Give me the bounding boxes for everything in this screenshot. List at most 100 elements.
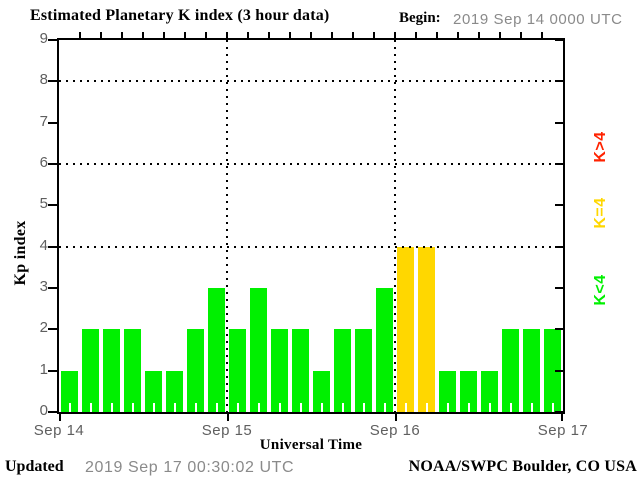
gridline-horizontal [59, 163, 563, 165]
x-top-tick [331, 32, 333, 38]
x-minor-tick [362, 403, 365, 412]
begin-value: 2019 Sep 14 0000 UTC [453, 11, 623, 28]
x-top-tick [478, 32, 480, 38]
y-tick-label: 4 [39, 236, 48, 254]
kp-bar [271, 329, 288, 412]
x-minor-tick [131, 403, 134, 412]
x-minor-tick [236, 403, 239, 412]
x-top-tick [373, 32, 375, 38]
y-tick-left [48, 121, 57, 124]
y-tick-label: 2 [39, 319, 48, 337]
y-tick-left [48, 163, 57, 165]
kp-bar [376, 288, 393, 412]
x-top-tick [499, 32, 501, 38]
x-minor-tick [467, 403, 470, 412]
x-axis-label: Universal Time [259, 437, 363, 453]
kp-bar [208, 288, 225, 412]
x-minor-tick [215, 403, 218, 412]
x-day-label: Sep 16 [369, 422, 421, 439]
kp-bar [187, 329, 204, 412]
kp-bar [502, 329, 519, 412]
kp-bar [82, 329, 99, 412]
x-top-tick [205, 32, 207, 38]
x-minor-tick [488, 403, 491, 412]
x-top-tick [226, 32, 228, 38]
x-day-label: Sep 17 [537, 422, 589, 439]
gridline-horizontal [59, 245, 563, 248]
x-top-tick [289, 32, 291, 38]
x-minor-tick [551, 403, 554, 412]
chart-title: Estimated Planetary K index (3 hour data… [30, 7, 330, 24]
kp-bar [313, 370, 330, 412]
x-minor-tick [404, 403, 407, 412]
gridline-horizontal [59, 80, 563, 83]
x-minor-tick [530, 403, 533, 412]
x-top-tick [163, 32, 165, 38]
x-top-tick [352, 32, 354, 38]
x-day-label: Sep 15 [201, 422, 253, 439]
y-tick-right [555, 245, 563, 248]
y-tick-left [48, 39, 57, 41]
x-day-label: Sep 14 [33, 422, 85, 439]
y-tick-right [555, 287, 563, 289]
updated-timestamp: 2019 Sep 17 00:30:02 UTC [85, 459, 295, 476]
x-minor-tick [299, 403, 302, 412]
updated-label: Updated [5, 458, 64, 475]
y-tick-left [48, 411, 57, 413]
kp-bar [124, 329, 141, 412]
x-day-tick [395, 414, 397, 421]
x-minor-tick [152, 403, 155, 412]
kp-bar [439, 370, 456, 412]
x-minor-tick [509, 403, 512, 412]
kp-bar [523, 329, 540, 412]
kp-bar [145, 370, 162, 412]
y-tick-left [48, 287, 57, 289]
x-top-tick [142, 32, 144, 38]
y-tick-right [555, 411, 563, 413]
x-minor-tick [341, 403, 344, 412]
kp-bar [544, 329, 561, 412]
y-tick-right [555, 121, 563, 124]
x-day-tick [59, 414, 61, 421]
y-tick-right [555, 80, 563, 83]
y-tick-right [555, 328, 563, 331]
x-minor-tick [89, 403, 92, 412]
y-tick-label: 7 [39, 112, 48, 130]
x-top-tick [79, 32, 81, 38]
y-tick-right [555, 369, 563, 372]
kp-bar [334, 329, 351, 412]
kp-bar [292, 329, 309, 412]
y-tick-label: 5 [39, 195, 48, 213]
plot-area [48, 32, 565, 421]
x-day-tick [227, 414, 229, 421]
legend-item-k-eq-4: K=4 [592, 197, 609, 229]
legend-item-k-lt-4: K<4 [592, 274, 609, 306]
y-tick-left [48, 328, 57, 331]
kp-bar [481, 370, 498, 412]
y-tick-right [555, 163, 563, 165]
kp-bar [61, 370, 78, 412]
x-minor-tick [110, 403, 113, 412]
y-tick-label: 9 [39, 30, 48, 47]
begin-label: Begin: [399, 10, 441, 26]
x-top-tick [310, 32, 312, 38]
y-tick-right [555, 39, 563, 41]
noaa-credit: NOAA/SWPC Boulder, CO USA [408, 458, 637, 475]
x-top-tick [184, 32, 186, 38]
x-top-tick [121, 32, 123, 38]
x-top-tick [247, 32, 249, 38]
x-top-tick [541, 32, 543, 38]
x-minor-tick [257, 403, 260, 412]
x-top-tick [415, 32, 417, 38]
x-top-tick [436, 32, 438, 38]
x-minor-tick [446, 403, 449, 412]
y-tick-left [48, 80, 57, 83]
y-tick-right [555, 204, 563, 207]
x-top-tick [457, 32, 459, 38]
x-top-tick [268, 32, 270, 38]
x-minor-tick [278, 403, 281, 412]
x-minor-tick [425, 403, 428, 412]
gridline-day-boundary [226, 40, 228, 412]
y-tick-left [48, 369, 57, 372]
x-top-tick [394, 32, 396, 38]
